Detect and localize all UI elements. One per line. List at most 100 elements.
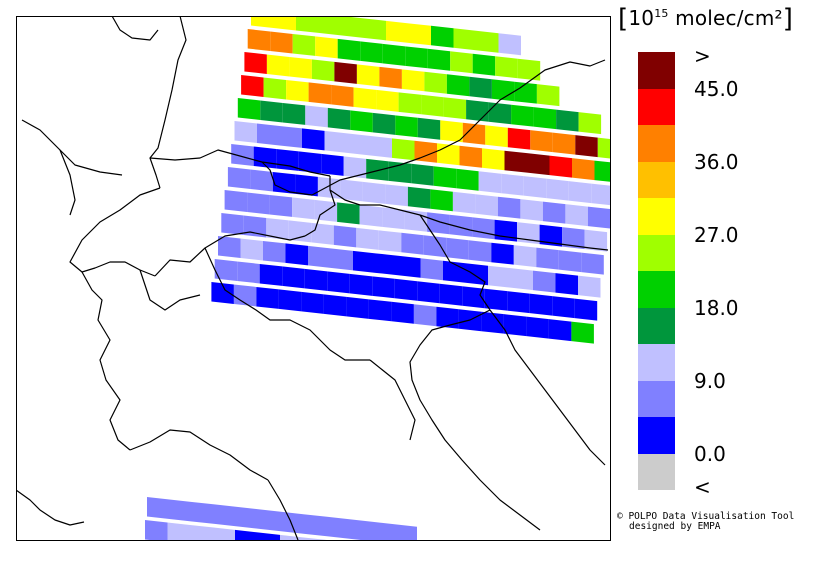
swath-pixel xyxy=(257,123,280,146)
swath-pixel xyxy=(452,191,476,214)
swath-pixel xyxy=(594,160,610,182)
swath-pixel xyxy=(227,167,251,189)
swath-pixel xyxy=(359,204,383,227)
swath-pixel xyxy=(414,140,437,163)
swath-pixel xyxy=(520,199,543,222)
swath-pixel xyxy=(237,261,260,284)
swath-pixel xyxy=(327,516,350,539)
swath-pixel xyxy=(407,186,431,209)
swath-pixel xyxy=(427,212,450,235)
swath-pixel xyxy=(363,18,386,41)
swath-pixel xyxy=(578,112,602,135)
swath-pixel xyxy=(311,59,335,82)
legend-label-over: > xyxy=(694,44,711,68)
swath-pixel xyxy=(376,89,399,112)
swath-pixel xyxy=(237,506,260,529)
swath-pixel xyxy=(237,98,261,120)
inner-border-a xyxy=(59,149,76,216)
swath-pixel xyxy=(263,240,286,263)
swath-pixel xyxy=(424,71,447,94)
swath-pixel xyxy=(334,61,357,84)
swath-pixel xyxy=(555,273,578,296)
legend-color-box xyxy=(638,88,675,125)
swath-pixel xyxy=(368,299,392,322)
swath-pixel xyxy=(343,156,367,179)
swath-pixel xyxy=(431,25,454,48)
swath-pixel xyxy=(462,122,486,145)
map-canvas xyxy=(16,16,610,540)
swath-pixel xyxy=(288,220,312,243)
swath-pixel xyxy=(298,151,322,174)
inner-border-b xyxy=(204,247,370,361)
swath-pixel xyxy=(212,527,235,540)
swath-pixel xyxy=(273,16,296,31)
swath-pixel xyxy=(372,276,395,299)
swath-pixel xyxy=(211,282,234,304)
swath-pixel xyxy=(241,75,264,97)
swath-pixel xyxy=(549,155,572,178)
swath-pixel xyxy=(337,202,360,225)
swath-pixel xyxy=(353,87,377,110)
swath-pixel xyxy=(503,314,527,337)
swath-pixel xyxy=(333,225,357,248)
swath-pixel xyxy=(304,268,328,291)
legend-label-18: 18.0 xyxy=(694,296,739,320)
swath-pixel xyxy=(401,232,424,255)
swath-pixel xyxy=(224,190,248,212)
legend-title-exponent: 15 xyxy=(654,7,669,20)
swath-pixel xyxy=(446,74,470,97)
swath-pixel xyxy=(372,521,395,540)
swath-pixel xyxy=(439,283,463,306)
swath-pixel xyxy=(507,291,530,314)
swath-pixel xyxy=(302,537,325,540)
swath-pixel xyxy=(259,263,283,286)
swath-pixel xyxy=(167,522,190,540)
austria-north-border xyxy=(261,59,606,196)
swath-pixel xyxy=(530,130,553,153)
swath-pixel xyxy=(485,125,508,148)
swath-pixel xyxy=(375,253,398,276)
swath-pixel xyxy=(346,296,369,319)
swath-pixel xyxy=(437,143,460,166)
swiss-west-border xyxy=(69,187,161,277)
swath-pixel xyxy=(475,194,498,217)
swath-pixel xyxy=(511,104,534,127)
swath-pixel xyxy=(491,79,515,102)
belgium-border xyxy=(21,119,123,176)
swath-pixel xyxy=(513,245,537,268)
legend-label-27: 27.0 xyxy=(694,223,739,247)
legend-title-prefix: 10 xyxy=(628,6,655,30)
swath-pixel xyxy=(597,137,610,159)
credit-line-2: designed by EMPA xyxy=(629,521,721,532)
swath-pixel xyxy=(591,183,610,206)
swath-pixel xyxy=(417,281,440,304)
swath-pixel xyxy=(235,529,258,540)
legend-label-36: 36.0 xyxy=(694,150,739,174)
swath-pixel xyxy=(484,288,508,311)
swath-pixel xyxy=(394,524,417,540)
swath-pixel xyxy=(488,102,512,125)
legend-color-box xyxy=(638,52,675,89)
country-borders xyxy=(16,16,609,540)
swath-pixel xyxy=(391,301,414,324)
swath-pixel xyxy=(266,217,289,240)
swiss-east-border xyxy=(304,176,336,237)
swath-pixel xyxy=(240,238,263,261)
swath-pixel xyxy=(408,23,431,46)
legend-label-0: 0.0 xyxy=(694,442,726,466)
swath-pixel xyxy=(468,240,492,263)
swath-pixel xyxy=(214,504,237,527)
swath-pixel xyxy=(481,311,504,334)
croatia-coast xyxy=(489,309,606,466)
swath-pixel xyxy=(568,181,592,204)
swath-pixel xyxy=(282,511,305,534)
swath-pixel xyxy=(497,196,521,219)
swath-pixel xyxy=(504,150,527,173)
swath-pixel xyxy=(386,20,409,43)
austria-south-border xyxy=(329,189,609,251)
swath-pixel xyxy=(247,29,271,51)
legend-color-box xyxy=(638,380,675,417)
swath-pixel xyxy=(250,169,273,192)
swath-pixel xyxy=(147,497,170,519)
swath-pixel xyxy=(385,184,408,207)
